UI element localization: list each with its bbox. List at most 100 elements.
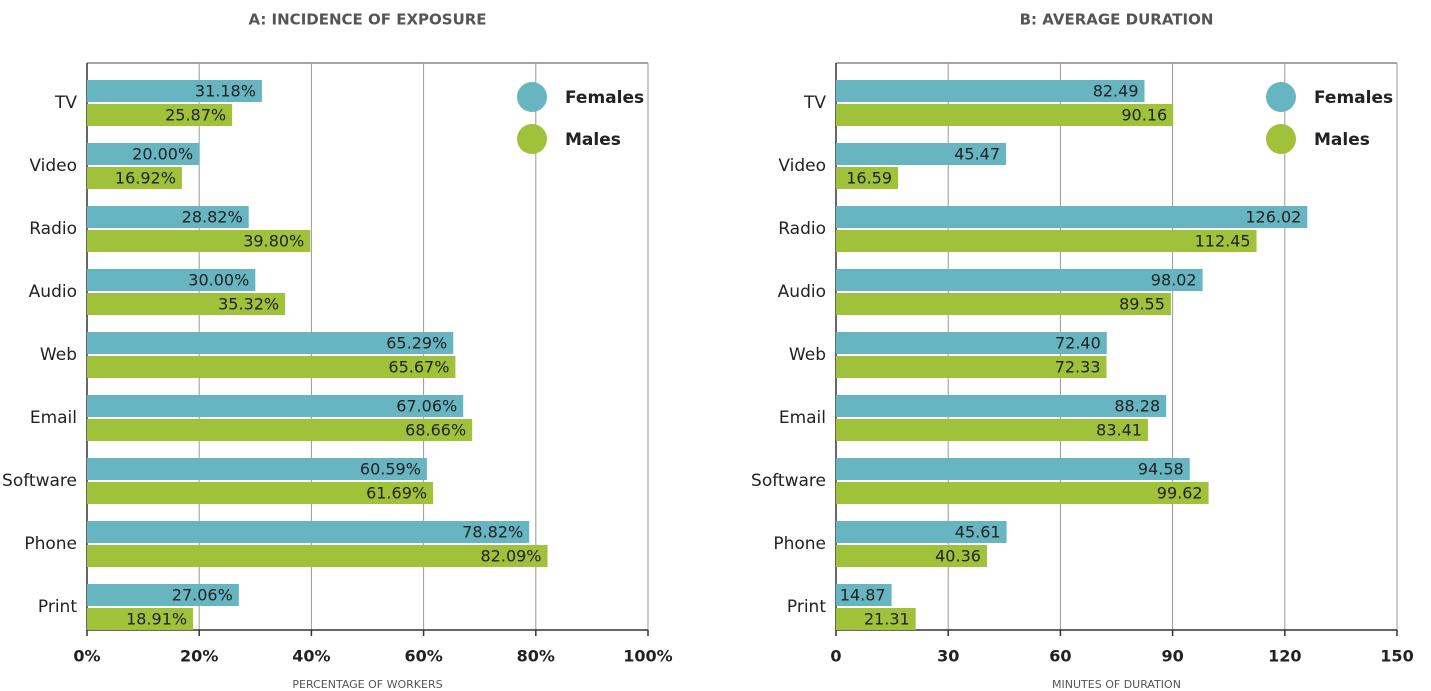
bar <box>87 521 530 543</box>
legend-swatch <box>1266 124 1296 154</box>
legend-label: Males <box>1314 130 1370 150</box>
legend-swatch <box>1266 82 1296 112</box>
x-axis-label: PERCENTAGE OF WORKERS <box>292 678 442 691</box>
bar <box>836 332 1107 354</box>
value-label: 68.66% <box>405 421 466 440</box>
x-tick-label: 60 <box>1049 647 1071 666</box>
value-label: 65.67% <box>388 358 449 377</box>
x-tick-label: 150 <box>1380 647 1413 666</box>
bar <box>87 269 256 291</box>
value-label: 39.80% <box>243 232 304 251</box>
value-label: 61.69% <box>366 484 427 503</box>
value-label: 126.02 <box>1245 208 1301 227</box>
value-label: 89.55 <box>1119 295 1165 314</box>
value-label: 21.31 <box>864 610 910 629</box>
value-label: 18.91% <box>126 610 187 629</box>
legend-label: Males <box>565 130 621 150</box>
value-label: 82.49 <box>1093 82 1139 101</box>
y-tick-label: Phone <box>773 534 826 554</box>
bar <box>87 356 456 378</box>
bar <box>836 206 1308 228</box>
bar <box>836 269 1203 291</box>
y-tick-label: Web <box>789 345 826 365</box>
y-tick-label: Software <box>2 471 77 491</box>
value-label: 31.18% <box>195 82 256 101</box>
value-label: 83.41 <box>1096 421 1142 440</box>
bar <box>87 332 454 354</box>
value-label: 35.32% <box>218 295 279 314</box>
x-tick-label: 120 <box>1268 647 1301 666</box>
bar <box>87 230 311 252</box>
x-tick-label: 100% <box>623 647 672 666</box>
x-tick-label: 0 <box>830 647 841 666</box>
y-tick-label: Email <box>779 408 826 428</box>
y-tick-label: Video <box>778 156 826 176</box>
bar <box>87 80 262 102</box>
bar <box>87 545 548 567</box>
value-label: 16.92% <box>115 169 176 188</box>
value-label: 67.06% <box>396 397 457 416</box>
x-tick-label: 40% <box>292 647 330 666</box>
bar <box>87 419 473 441</box>
bar <box>87 104 233 126</box>
x-axis-label: MINUTES OF DURATION <box>1052 678 1181 691</box>
y-tick-label: Print <box>38 597 77 617</box>
bar <box>836 104 1174 126</box>
bar <box>87 608 194 630</box>
legend-swatch <box>517 82 547 112</box>
bar <box>87 206 249 228</box>
value-label: 112.45 <box>1195 232 1251 251</box>
value-label: 14.87 <box>840 586 886 605</box>
legend-swatch <box>517 124 547 154</box>
value-label: 72.33 <box>1055 358 1101 377</box>
y-tick-label: Phone <box>24 534 77 554</box>
bar <box>836 419 1148 441</box>
legend-label: Females <box>1314 88 1393 108</box>
y-tick-label: Video <box>29 156 77 176</box>
value-label: 78.82% <box>462 523 523 542</box>
chart-title: A: INCIDENCE OF EXPOSURE <box>248 11 486 29</box>
value-label: 30.00% <box>188 271 249 290</box>
y-tick-label: Radio <box>29 219 77 239</box>
value-label: 40.36 <box>935 547 981 566</box>
value-label: 60.59% <box>360 460 421 479</box>
value-label: 28.82% <box>182 208 243 227</box>
bar <box>836 230 1257 252</box>
y-tick-label: Print <box>787 597 826 617</box>
x-tick-label: 60% <box>404 647 442 666</box>
x-tick-label: 20% <box>180 647 218 666</box>
y-tick-label: Software <box>751 471 826 491</box>
value-label: 45.61 <box>955 523 1001 542</box>
x-tick-label: 80% <box>517 647 555 666</box>
bar <box>836 143 1007 165</box>
legend-label: Females <box>565 88 644 108</box>
x-tick-label: 90 <box>1161 647 1183 666</box>
value-label: 99.62 <box>1157 484 1203 503</box>
y-tick-label: Radio <box>778 219 826 239</box>
y-tick-label: Email <box>30 408 77 428</box>
y-tick-label: Web <box>40 345 77 365</box>
bar <box>836 584 892 606</box>
value-label: 25.87% <box>165 106 226 125</box>
bar <box>836 80 1145 102</box>
y-tick-label: TV <box>803 93 826 113</box>
chart-title: B: AVERAGE DURATION <box>1020 11 1214 29</box>
bar <box>87 482 434 504</box>
y-tick-label: Audio <box>778 282 826 302</box>
bar <box>87 167 182 189</box>
bar <box>836 167 899 189</box>
bar <box>836 458 1190 480</box>
value-label: 45.47 <box>954 145 1000 164</box>
value-label: 65.29% <box>386 334 447 353</box>
value-label: 27.06% <box>172 586 233 605</box>
bar <box>836 395 1167 417</box>
bar <box>87 584 239 606</box>
value-label: 88.28 <box>1114 397 1160 416</box>
bar <box>836 293 1171 315</box>
bar <box>87 458 427 480</box>
value-label: 20.00% <box>132 145 193 164</box>
value-label: 82.09% <box>481 547 542 566</box>
bar <box>87 395 464 417</box>
x-tick-label: 30 <box>937 647 959 666</box>
